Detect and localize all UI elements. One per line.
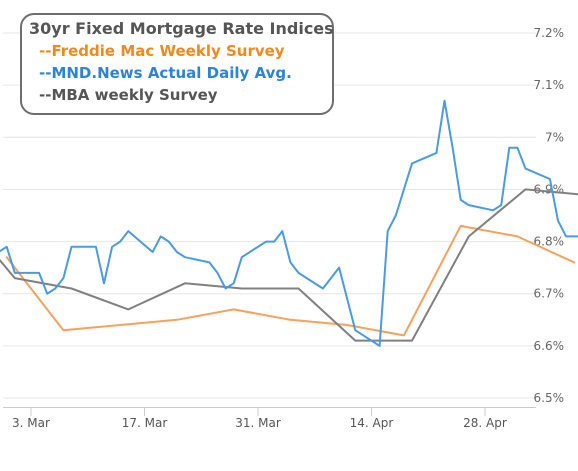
y-tick-label: 6.9% xyxy=(534,182,565,196)
y-tick-label: 6.8% xyxy=(534,235,565,249)
legend-item-freddie-mac[interactable]: --Freddie Mac Weekly Survey xyxy=(39,42,285,60)
x-tick-label: 28. Apr xyxy=(463,416,507,430)
y-tick-label: 6.7% xyxy=(534,287,565,301)
y-axis-ticks: 7.2% 7.1% 7% 6.9% 6.8% 6.7% 6.6% 6.5% xyxy=(534,26,565,405)
series-lines xyxy=(0,99,578,347)
legend-item-mba[interactable]: --MBA weekly Survey xyxy=(39,86,218,104)
x-axis: 3. Mar 17. Mar 31. Mar 14. Apr 28. Apr xyxy=(3,407,536,430)
y-tick-label: 6.6% xyxy=(534,339,565,353)
x-tick-label: 31. Mar xyxy=(235,416,281,430)
y-tick-label: 6.5% xyxy=(534,391,565,405)
chart-title: 30yr Fixed Mortgage Rate Indices xyxy=(29,19,334,38)
series-line-freddie-mac xyxy=(5,224,576,337)
legend-item-mnd-news[interactable]: --MND.News Actual Daily Avg. xyxy=(39,64,292,82)
x-tick-label: 17. Mar xyxy=(122,416,168,430)
series-line-mnd-news xyxy=(0,99,578,347)
y-tick-label: 7.2% xyxy=(534,26,565,40)
x-tick-label: 14. Apr xyxy=(350,416,394,430)
y-tick-label: 7.1% xyxy=(534,78,565,92)
y-tick-label: 7% xyxy=(545,130,564,144)
series-line-mba xyxy=(0,188,578,342)
x-tick-label: 3. Mar xyxy=(12,416,50,430)
legend: 30yr Fixed Mortgage Rate Indices --Fredd… xyxy=(20,13,334,115)
